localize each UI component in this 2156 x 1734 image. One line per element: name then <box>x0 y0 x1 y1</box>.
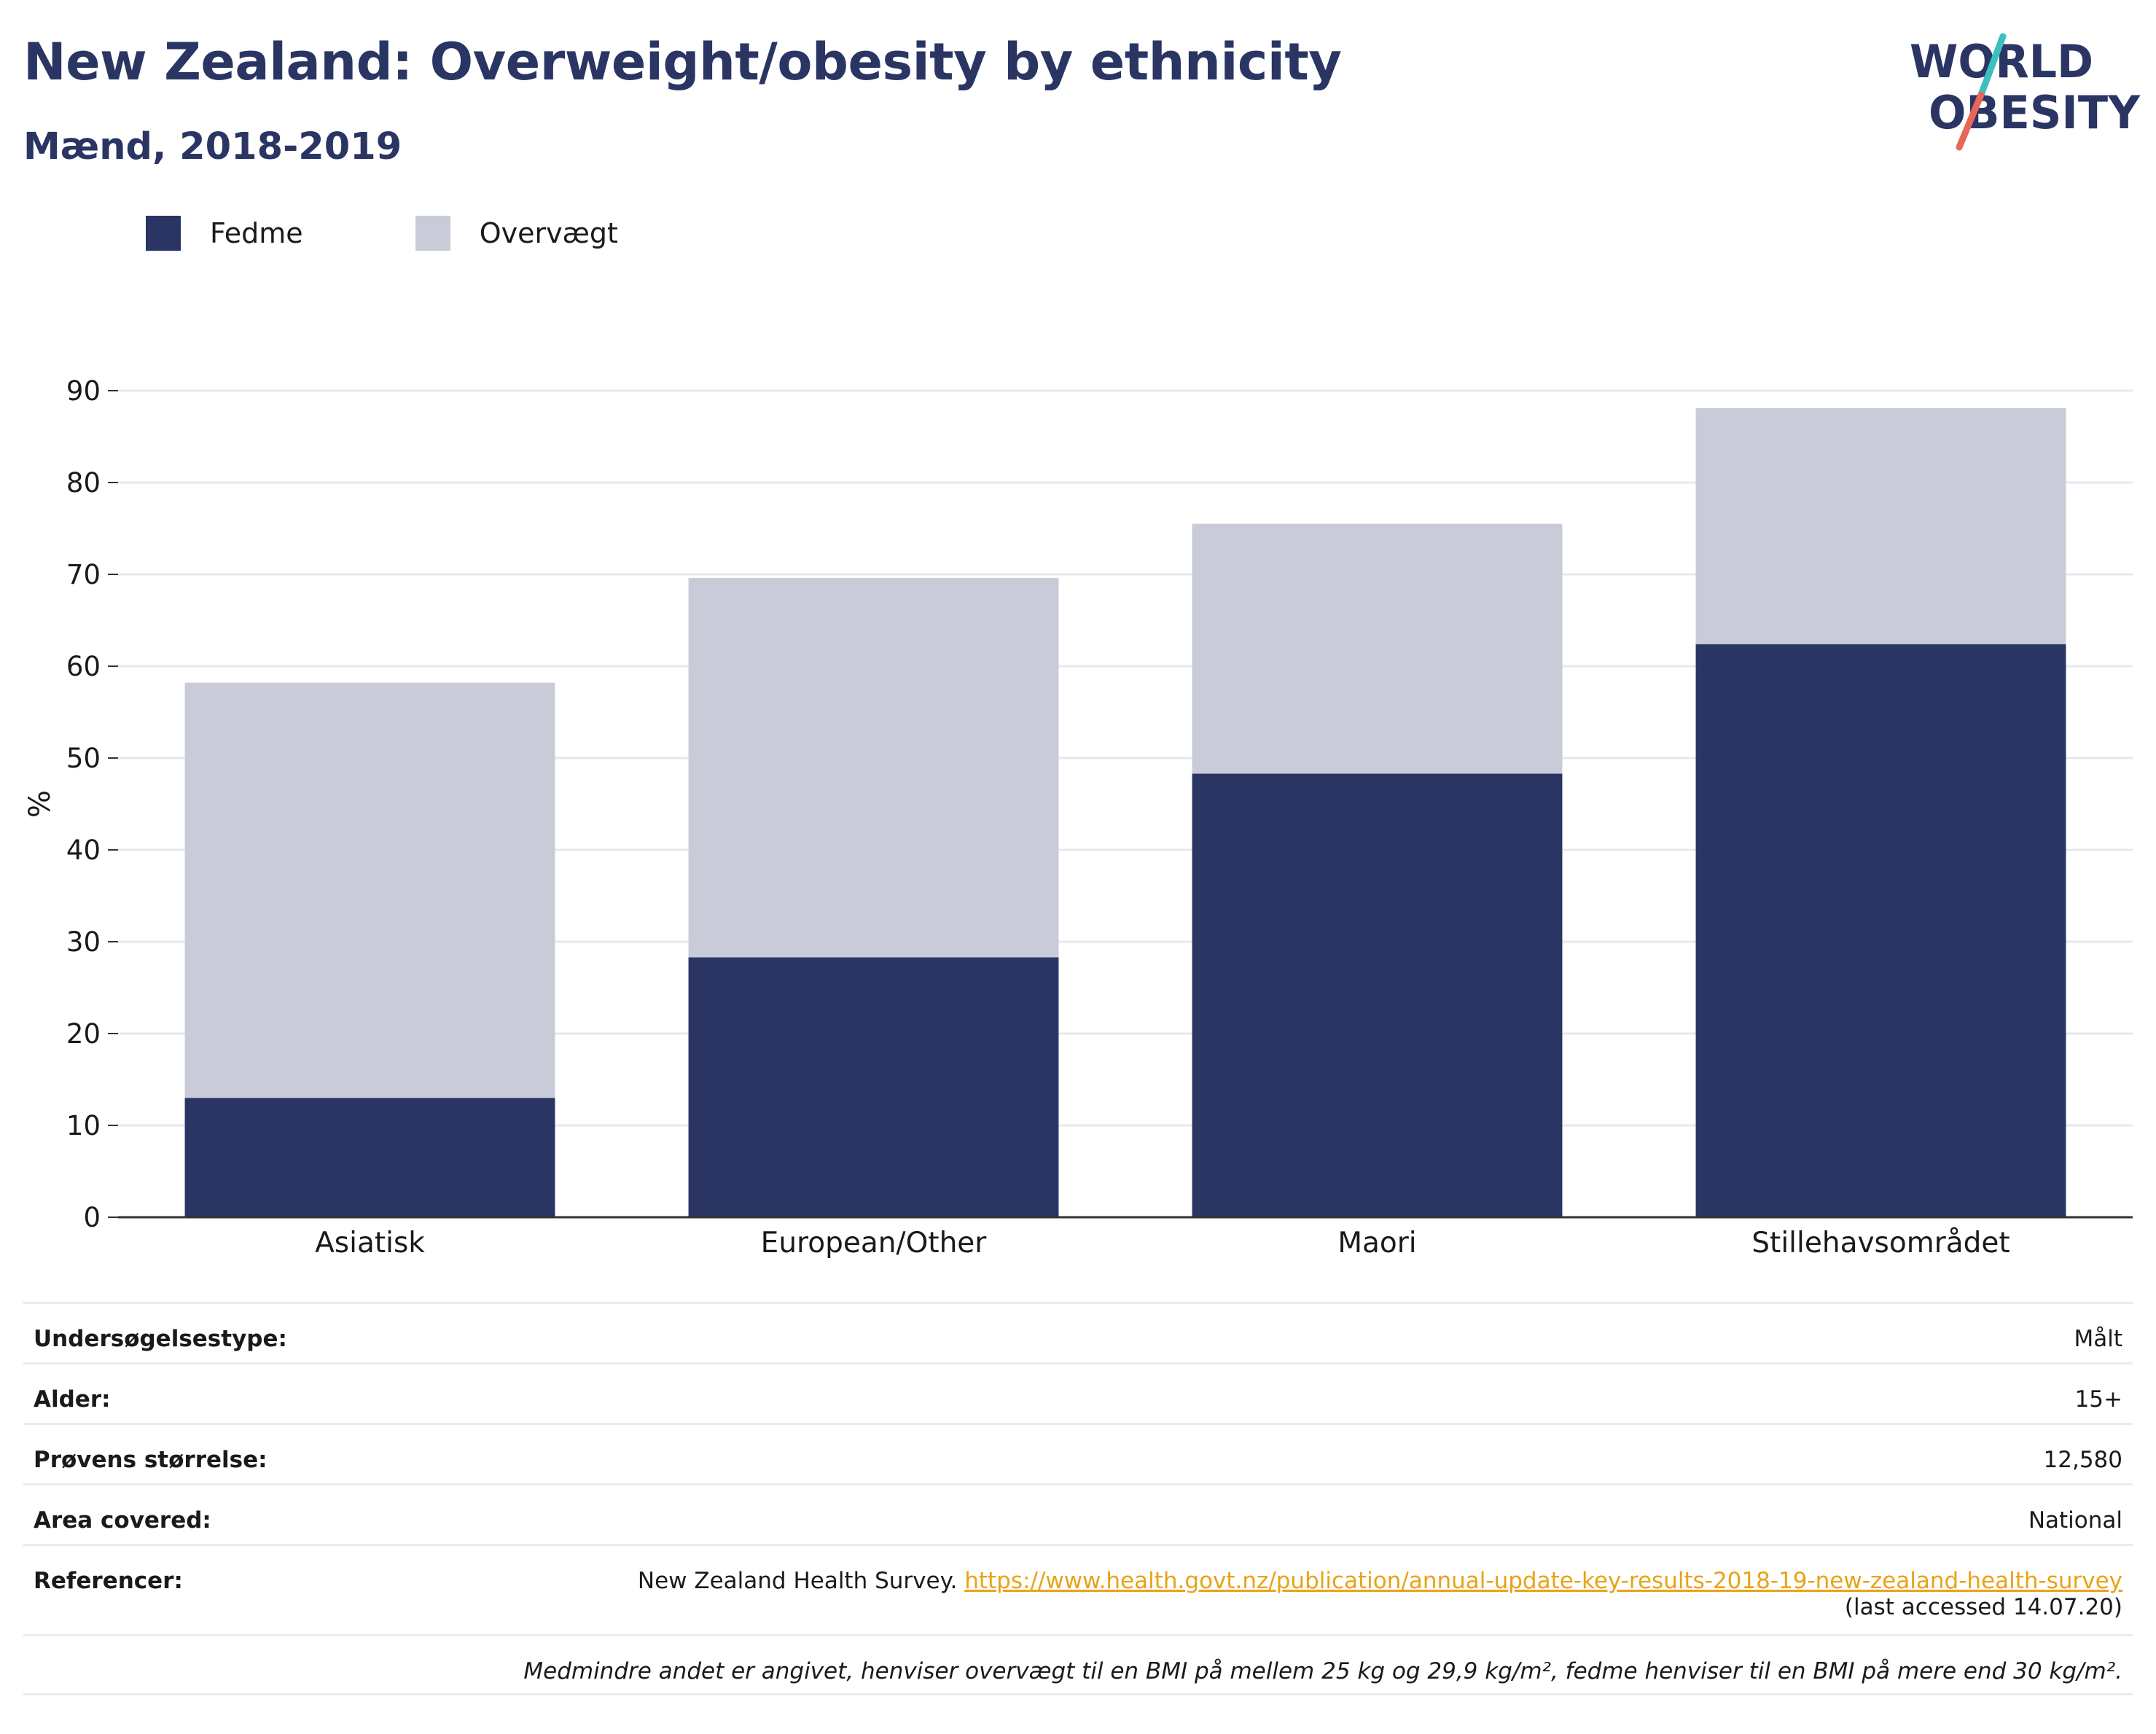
y-tick-label: 20 <box>66 1018 101 1050</box>
info-label-age: Alder: <box>34 1386 111 1413</box>
info-label-survey-type: Undersøgelsestype: <box>34 1326 287 1352</box>
y-tick-label: 50 <box>66 743 101 774</box>
bar-overvaegt <box>1192 523 1563 774</box>
bar-fedme <box>1192 773 1563 1217</box>
info-row-references: Referencer: New Zealand Health Survey. h… <box>23 1544 2133 1634</box>
legend-item-fedme[interactable]: Fedme <box>146 216 303 251</box>
bar-fedme <box>184 1098 555 1217</box>
info-row-sample-size: Prøvens størrelse: 12,580 <box>23 1423 2133 1483</box>
info-value-survey-type: Målt <box>2074 1326 2122 1352</box>
info-value-sample-size: 12,580 <box>2043 1447 2122 1473</box>
x-tick-label: Asiatisk <box>315 1227 425 1260</box>
info-label-area: Area covered: <box>34 1507 211 1534</box>
world-obesity-logo: WORLD OBESITY <box>1910 33 2141 151</box>
x-tick-label: Stillehavsområdet <box>1751 1227 2009 1260</box>
info-value-area: National <box>2028 1507 2122 1534</box>
survey-info-table: Undersøgelsestype: Målt Alder: 15+ Prøve… <box>23 1302 2133 1695</box>
chart-legend: Fedme Overvægt <box>146 216 650 251</box>
logo-word-obesity: OBESITY <box>1929 86 2141 139</box>
legend-label-overvaegt: Overvægt <box>479 217 618 249</box>
bar-overvaegt <box>688 578 1059 958</box>
info-label-references: Referencer: <box>34 1568 183 1594</box>
x-tick-label: Maori <box>1337 1227 1416 1260</box>
reference-accessed-text: (last accessed 14.07.20) <box>1844 1594 2122 1620</box>
y-tick-label: 30 <box>66 926 101 958</box>
y-tick-label: 0 <box>83 1202 101 1233</box>
info-value-references: New Zealand Health Survey. https://www.h… <box>638 1568 2122 1620</box>
bar-overvaegt <box>184 682 555 1098</box>
info-label-sample-size: Prøvens størrelse: <box>34 1447 267 1473</box>
info-value-age: 15+ <box>2074 1386 2122 1413</box>
info-row-area: Area covered: National <box>23 1483 2133 1544</box>
y-tick-label: 40 <box>66 835 101 866</box>
y-tick-label: 10 <box>66 1110 101 1141</box>
y-tick-label: 90 <box>66 375 101 407</box>
legend-swatch-overvaegt <box>415 216 450 251</box>
reference-source-text: New Zealand Health Survey. <box>637 1568 958 1594</box>
legend-item-overvaegt[interactable]: Overvægt <box>415 216 618 251</box>
bar-overvaegt <box>1695 407 2066 644</box>
chart-title: New Zealand: Overweight/obesity by ethni… <box>23 32 1342 92</box>
chart-subtitle: Mænd, 2018-2019 <box>23 125 402 168</box>
info-row-survey-type: Undersøgelsestype: Målt <box>23 1302 2133 1362</box>
y-tick-label: 70 <box>66 559 101 590</box>
legend-label-fedme: Fedme <box>210 217 303 249</box>
legend-swatch-fedme <box>146 216 181 251</box>
y-tick-label: 60 <box>66 651 101 682</box>
y-axis-label: % <box>23 790 57 818</box>
x-tick-label: European/Other <box>761 1227 988 1260</box>
bar-fedme <box>1695 644 2066 1217</box>
y-tick-label: 80 <box>66 467 101 499</box>
info-row-note: Medmindre andet er angivet, henviser ove… <box>23 1634 2133 1695</box>
reference-link[interactable]: https://www.health.govt.nz/publication/a… <box>964 1568 2122 1594</box>
stacked-bar-chart: 0 10 20 30 40 50 60 70 80 90% Asiatisk European/Oth… <box>23 375 2133 1260</box>
bar-fedme <box>688 957 1059 1217</box>
bmi-definition-note: Medmindre andet er angivet, henviser ove… <box>523 1658 2122 1684</box>
info-row-age: Alder: 15+ <box>23 1362 2133 1423</box>
